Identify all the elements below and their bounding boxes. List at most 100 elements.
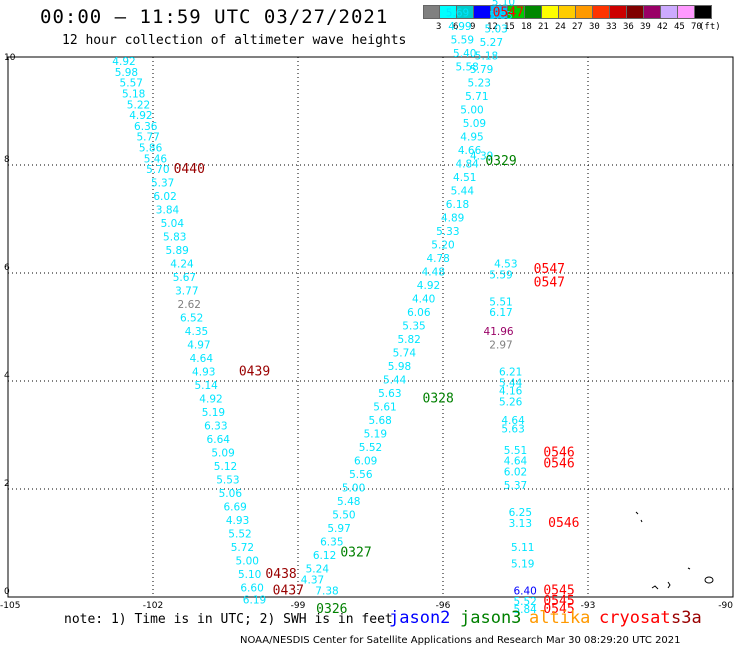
wave-height-value: 5.11: [511, 542, 534, 554]
wave-height-value: 4.24: [170, 259, 194, 271]
pass-time-label: 0326: [316, 602, 347, 617]
wave-height-value: 5.89: [165, 245, 188, 257]
chart-subtitle: 12 hour collection of altimeter wave hei…: [62, 33, 407, 48]
wave-height-value: 4.39: [470, 151, 493, 163]
color-scale-label: 18: [521, 22, 532, 32]
wave-height-value: 6.09: [354, 456, 377, 468]
y-tick-label: 0: [4, 587, 10, 597]
wave-height-value: 6.17: [489, 307, 512, 319]
wave-height-value: 5.33: [436, 226, 459, 238]
color-scale-label: 42: [657, 22, 668, 32]
color-swatch: [593, 5, 610, 19]
wave-height-value: 5.59: [451, 35, 474, 47]
wave-height-value: 6.52: [180, 313, 203, 325]
wave-height-value: 5.19: [202, 407, 225, 419]
wave-height-value: 4.78: [426, 253, 449, 265]
wave-height-value: 4.93: [226, 515, 249, 527]
wave-height-value: 5.09: [463, 118, 486, 130]
wave-height-value: 6.35: [320, 537, 343, 549]
color-swatch: [491, 5, 508, 19]
wave-height-value: 5.52: [513, 596, 536, 608]
wave-height-value: 5.35: [402, 321, 425, 333]
wave-height-value: 5.23: [468, 78, 491, 90]
wave-height-value: 5.67: [173, 272, 196, 284]
x-tick-label: -99: [291, 601, 306, 611]
color-swatch: [440, 5, 457, 19]
wave-height-value: 4.40: [412, 294, 435, 306]
color-scale-label: 9: [470, 22, 476, 32]
color-scale-bar: [423, 5, 712, 19]
x-tick-label: -102: [143, 601, 163, 611]
y-tick-label: 8: [4, 155, 10, 165]
wave-height-value: 5.00: [460, 105, 483, 117]
wave-height-value: 4.37: [301, 575, 324, 587]
wave-height-value: 5.86: [139, 143, 163, 155]
color-swatch: [695, 5, 712, 19]
pass-time-label: 0547: [534, 262, 565, 277]
x-tick-label: -105: [0, 601, 20, 611]
wave-height-value: 5.71: [465, 91, 488, 103]
wave-height-value: 5.82: [397, 334, 420, 346]
color-swatch: [474, 5, 491, 19]
wave-height-value: 4.92: [417, 280, 440, 292]
wave-height-value: 4.99: [448, 21, 471, 33]
wave-height-value: 5.52: [359, 442, 382, 454]
pass-time-label: 0329: [485, 154, 516, 169]
x-tick-label: -96: [436, 601, 451, 611]
wave-height-value: 5.50: [332, 510, 355, 522]
wave-height-value: 5.44: [499, 377, 523, 389]
pass-time-label: 0545: [543, 602, 574, 617]
wave-height-value: 4.64: [190, 353, 214, 365]
legend-item-jason3: jason3: [460, 608, 522, 628]
pass-time-label: 0440: [174, 162, 205, 177]
pass-time-label: 0546: [543, 446, 574, 461]
wave-height-value: 6.02: [153, 191, 176, 203]
color-scale-label: 21: [538, 22, 549, 32]
wave-height-value: 5.57: [120, 78, 143, 90]
color-swatch: [661, 5, 678, 19]
wave-height-value: 41.96: [484, 326, 514, 338]
wave-height-value: 4.48: [422, 267, 445, 279]
wave-height-value: 7.38: [315, 585, 338, 597]
color-swatch: [644, 5, 661, 19]
wave-height-value: 6.36: [134, 121, 158, 133]
wave-height-value: 5.20: [431, 240, 454, 252]
wave-height-value: 5.70: [146, 164, 169, 176]
wave-height-value: 5.19: [364, 429, 387, 441]
wave-height-value: 6.12: [313, 550, 336, 562]
wave-height-value: 5.61: [373, 402, 396, 414]
pass-time-label: 0546: [543, 456, 574, 471]
wave-height-value: 6.60: [240, 583, 263, 595]
color-scale-label: (ft): [699, 22, 721, 32]
wave-height-value: 5.40: [453, 48, 476, 60]
wave-height-value: 5.83: [163, 232, 186, 244]
wave-height-value: 5.48: [337, 496, 360, 508]
wave-height-value: 5.24: [306, 564, 330, 576]
color-scale-label: 70: [691, 22, 702, 32]
wave-height-value: 6.69: [223, 502, 246, 514]
wave-height-value: 5.83: [489, 10, 512, 22]
wave-height-value: 5.79: [470, 64, 493, 76]
wave-height-value: 5.63: [501, 423, 524, 435]
wave-height-value: 6.25: [509, 507, 532, 519]
color-scale-label: 30: [589, 22, 600, 32]
wave-height-value: 5.37: [504, 480, 527, 492]
wave-height-value: 6.33: [204, 421, 227, 433]
wave-height-value: 4.92: [199, 394, 222, 406]
color-swatch: [576, 5, 593, 19]
color-swatch: [627, 5, 644, 19]
wave-height-value: 5.84: [513, 604, 537, 616]
wave-height-value: 4.93: [192, 367, 215, 379]
footnote: note: 1) Time is in UTC; 2) SWH is in fe…: [64, 612, 393, 627]
color-swatch: [423, 5, 440, 19]
color-scale-labels: 3 6 9 12 15 18 21 24 27 30 33 36 39 42 45 70 (ft): [423, 22, 740, 34]
wave-height-value: 5.22: [127, 99, 150, 111]
wave-height-value: 2.62: [178, 299, 201, 311]
wave-height-value: 4.92: [112, 56, 135, 68]
wave-height-value: 5.00: [342, 483, 365, 495]
color-scale-label: 6: [453, 22, 459, 32]
pass-time-label: 0438: [265, 567, 296, 582]
color-scale-label: 39: [640, 22, 651, 32]
color-scale-label: 12: [487, 22, 498, 32]
